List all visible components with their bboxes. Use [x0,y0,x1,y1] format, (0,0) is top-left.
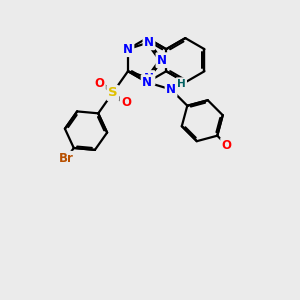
Text: N: N [157,54,167,67]
Text: O: O [222,139,232,152]
Text: H: H [177,79,186,88]
Text: N: N [144,36,154,49]
Text: N: N [144,72,154,85]
Text: N: N [142,76,152,89]
Text: O: O [94,77,104,90]
Text: Br: Br [59,152,74,165]
Text: N: N [123,43,133,56]
Text: S: S [108,86,118,99]
Text: N: N [166,83,176,96]
Text: O: O [121,96,131,109]
